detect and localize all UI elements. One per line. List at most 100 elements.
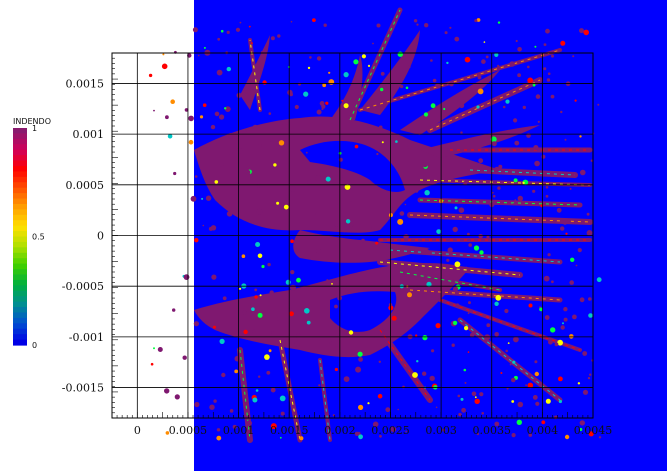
damage-dot xyxy=(517,73,521,78)
damage-dot xyxy=(236,92,242,98)
damage-dot xyxy=(492,194,496,198)
damage-dot xyxy=(257,312,263,318)
damage-dot xyxy=(261,264,265,269)
damage-dot xyxy=(570,257,575,262)
damage-dot xyxy=(199,115,204,119)
damage-dot xyxy=(389,275,394,280)
y-tick-label: 0 xyxy=(97,230,104,243)
colorbar-swatch xyxy=(13,182,27,189)
damage-dot xyxy=(343,376,350,382)
damage-dot xyxy=(481,412,485,415)
damage-dot xyxy=(407,292,412,298)
damage-dot xyxy=(522,105,526,110)
damage-dot xyxy=(454,206,458,210)
damage-dot xyxy=(153,109,155,112)
x-tick-label: 0 xyxy=(134,424,141,437)
damage-dot xyxy=(522,181,525,185)
damage-dot xyxy=(220,29,224,33)
damage-dot xyxy=(431,349,435,353)
damage-dot xyxy=(511,400,515,403)
damage-dot xyxy=(417,284,422,289)
damage-dot xyxy=(582,351,588,356)
damage-dot xyxy=(219,114,225,120)
damage-dot xyxy=(558,399,563,404)
colorbar-swatch xyxy=(13,231,27,238)
damage-dot xyxy=(380,71,385,76)
colorbar-swatch xyxy=(13,198,27,205)
damage-dot xyxy=(245,88,252,95)
damage-dot xyxy=(597,103,600,106)
damage-dot xyxy=(525,384,527,387)
colorbar-swatch xyxy=(13,296,27,303)
damage-dot xyxy=(443,107,446,111)
damage-dot xyxy=(213,325,216,329)
damage-dot xyxy=(457,394,461,398)
damage-dot xyxy=(565,232,568,235)
damage-dot xyxy=(164,388,170,394)
damage-dot xyxy=(264,354,270,360)
damage-dot xyxy=(254,295,258,299)
x-tick-label: 0.0005 xyxy=(169,424,208,437)
damage-dot xyxy=(469,332,475,338)
damage-dot xyxy=(479,392,484,397)
colorbar-swatch xyxy=(13,328,27,335)
damage-dot xyxy=(460,131,463,134)
damage-dot xyxy=(375,241,379,245)
damage-dot xyxy=(290,284,296,291)
damage-dot xyxy=(497,64,500,68)
damage-dot xyxy=(558,376,563,382)
damage-dot xyxy=(278,140,285,146)
damage-dot xyxy=(214,111,220,117)
damage-dot xyxy=(388,305,394,311)
damage-dot xyxy=(477,75,482,80)
fracture-branch-18 xyxy=(438,298,582,352)
damage-dot xyxy=(328,71,331,74)
colorbar-swatch xyxy=(13,155,27,162)
colorbar-swatch xyxy=(13,279,27,286)
damage-dot xyxy=(221,372,226,378)
damage-dot xyxy=(364,108,367,111)
damage-dot xyxy=(560,325,565,330)
damage-dot xyxy=(486,235,490,239)
damage-dot xyxy=(454,261,461,268)
damage-dot xyxy=(449,26,452,29)
damage-dot xyxy=(172,308,176,312)
damage-dot xyxy=(515,39,518,43)
damage-dot xyxy=(476,105,480,109)
damage-dot xyxy=(430,103,436,109)
y-tick-label: -0.0005 xyxy=(62,280,104,293)
damage-dot xyxy=(465,266,468,269)
damage-dot xyxy=(332,414,335,417)
colorbar-swatch xyxy=(13,187,27,194)
damage-dot xyxy=(290,20,293,23)
damage-dot xyxy=(303,91,309,97)
damage-dot xyxy=(587,376,591,380)
damage-dot xyxy=(464,56,471,63)
damage-dot xyxy=(304,308,310,314)
damage-dot xyxy=(471,391,477,397)
damage-dot xyxy=(588,297,592,301)
damage-dot xyxy=(494,421,500,427)
damage-dot xyxy=(341,99,344,102)
damage-dot xyxy=(511,377,516,383)
fracture-body-6 xyxy=(400,70,500,135)
damage-dot xyxy=(436,229,442,235)
damage-dot xyxy=(201,197,204,200)
damage-dot xyxy=(258,375,261,378)
damage-dot xyxy=(266,370,271,375)
damage-dot xyxy=(309,56,312,59)
damage-dot xyxy=(211,274,217,280)
damage-dot xyxy=(224,106,231,112)
damage-dot xyxy=(516,419,522,425)
colorbar-swatch xyxy=(13,236,27,243)
damage-dot xyxy=(281,123,288,130)
damage-dot xyxy=(385,407,391,413)
damage-dot xyxy=(216,435,222,441)
damage-dot xyxy=(285,279,291,285)
damage-dot xyxy=(548,339,553,345)
damage-dot xyxy=(435,323,441,329)
damage-dot xyxy=(467,351,470,353)
colorbar-swatch xyxy=(13,252,27,259)
colorbar-swatch xyxy=(13,274,27,281)
